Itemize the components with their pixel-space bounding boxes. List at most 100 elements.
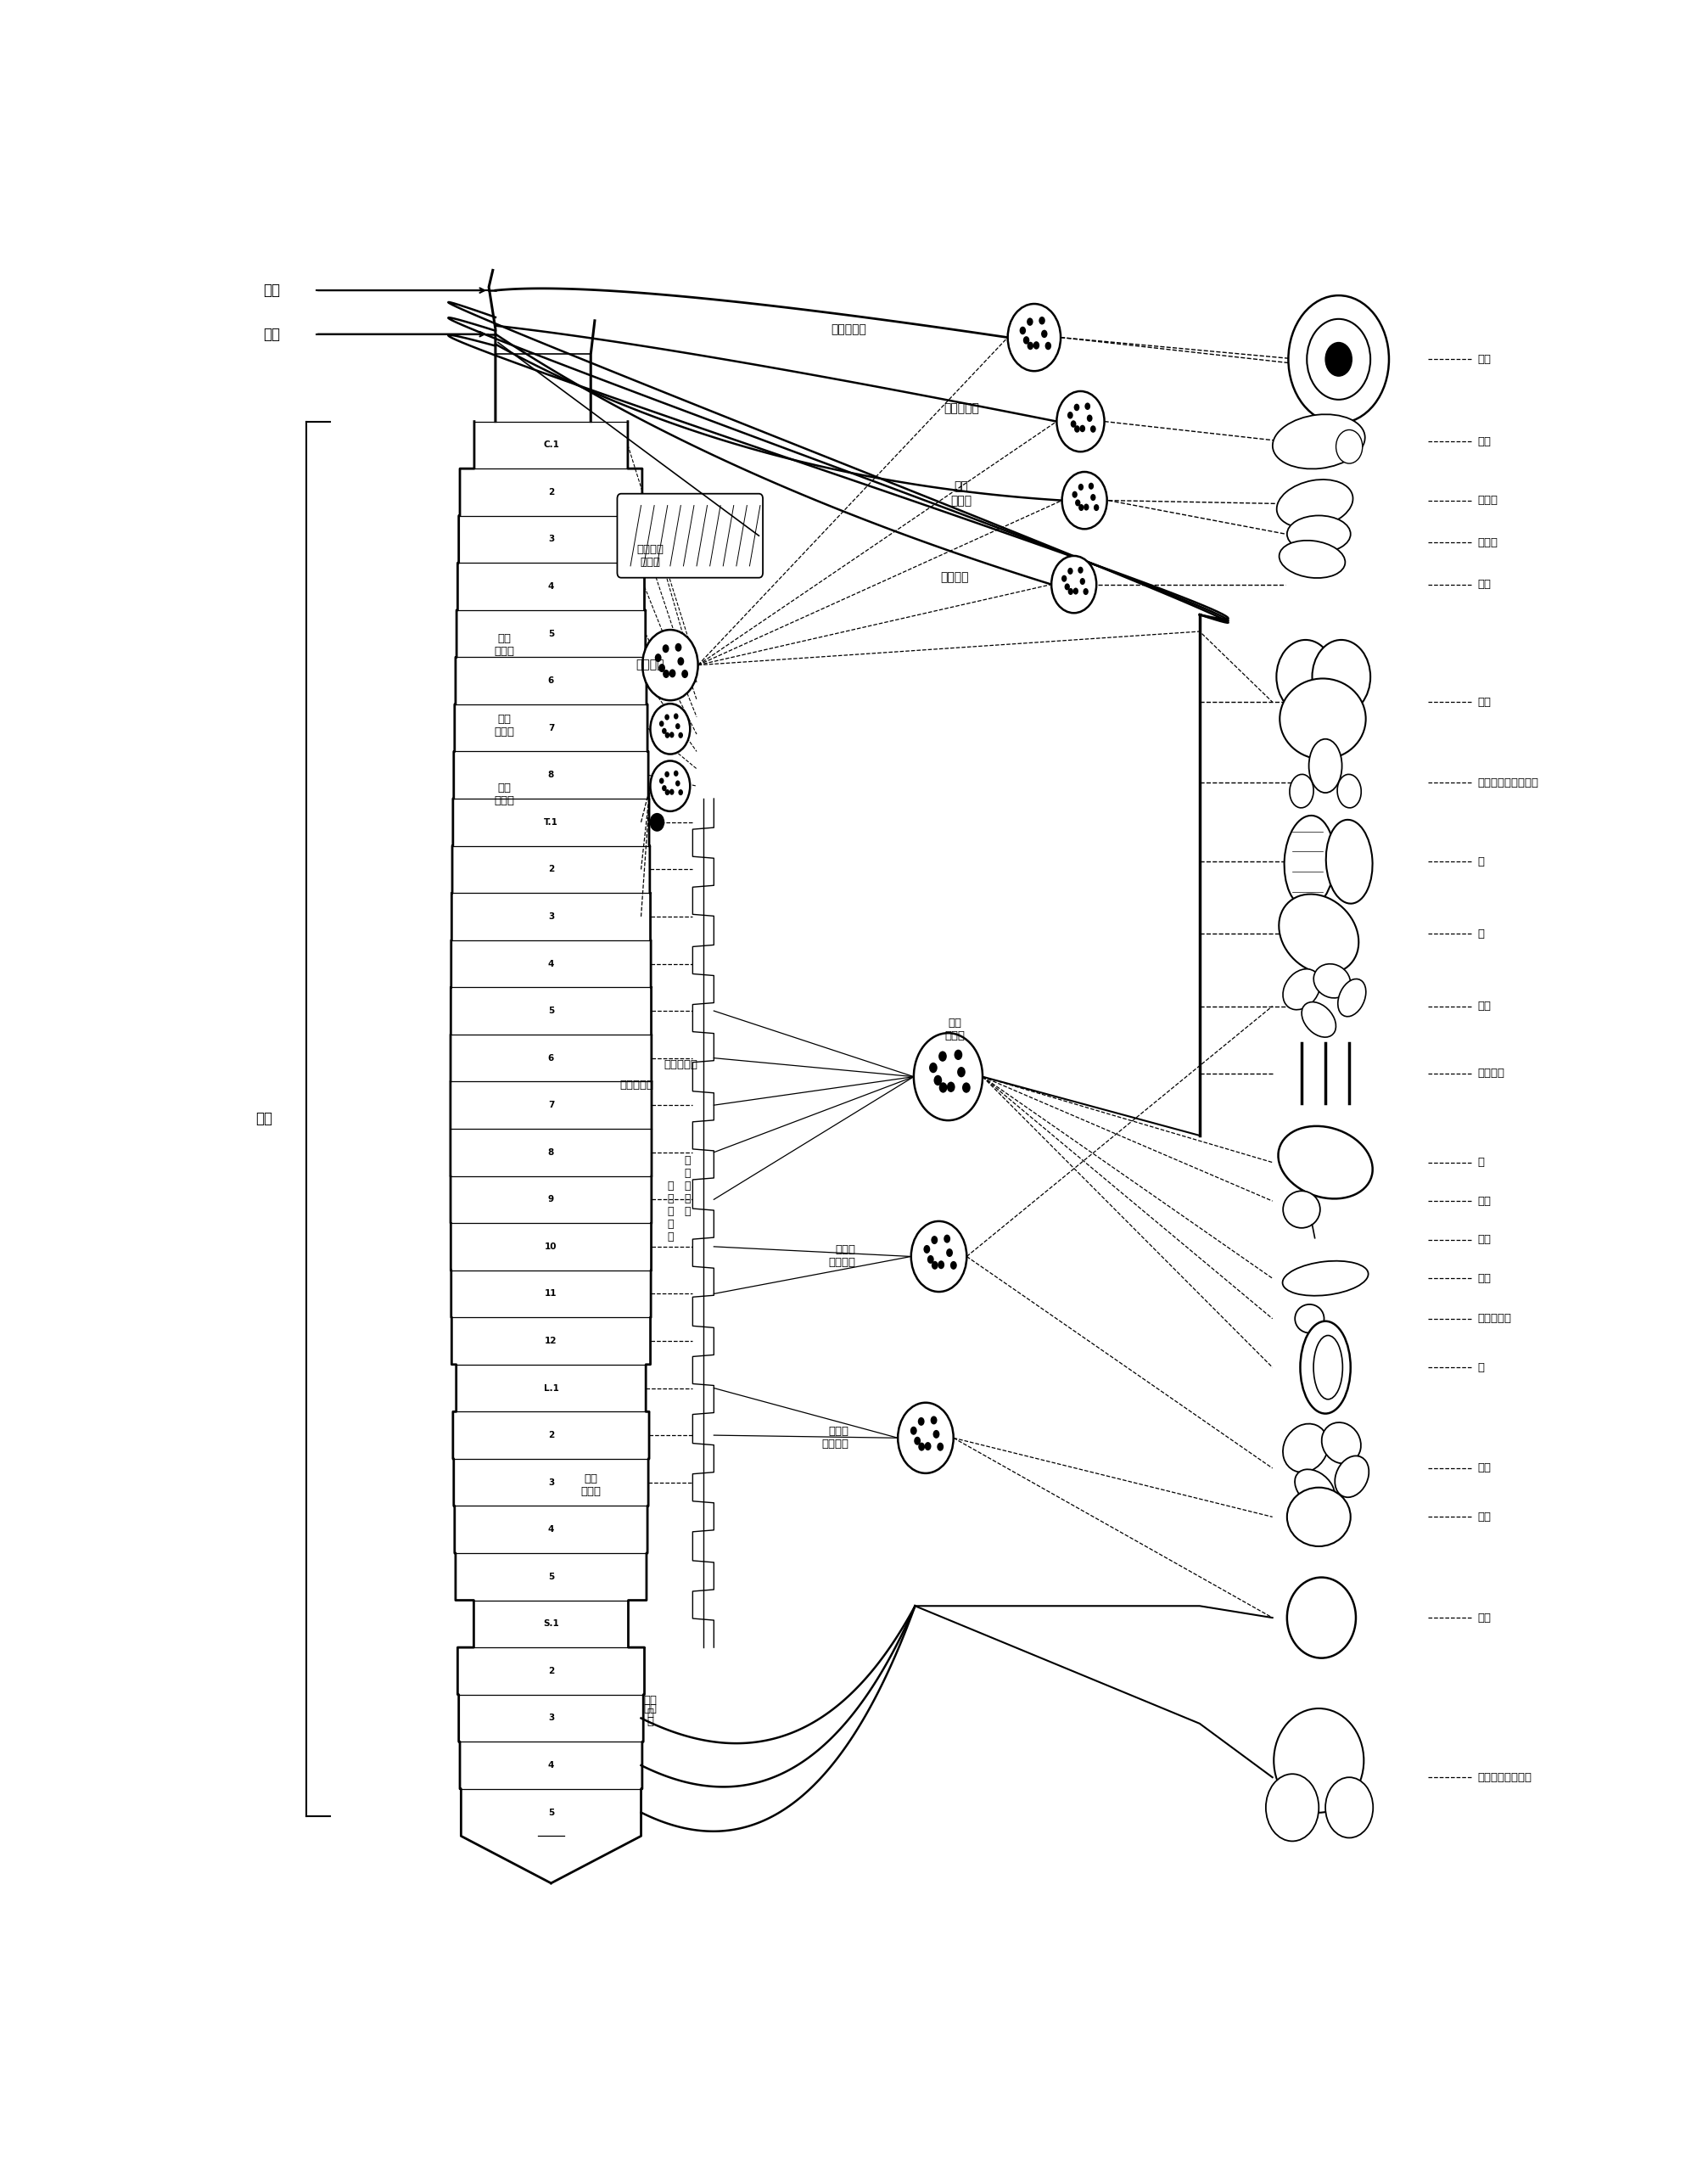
Circle shape (1325, 343, 1353, 375)
Circle shape (664, 733, 670, 738)
Ellipse shape (1283, 1191, 1320, 1228)
Ellipse shape (1279, 541, 1346, 578)
Circle shape (1083, 504, 1090, 511)
Ellipse shape (1279, 895, 1358, 973)
Circle shape (673, 770, 678, 777)
Ellipse shape (1301, 1002, 1336, 1036)
Text: 颈动脉和
动脉丛: 颈动脉和 动脉丛 (637, 543, 664, 567)
Text: 7: 7 (548, 724, 553, 733)
Circle shape (1064, 583, 1069, 589)
Text: 肠系膜
下神经节: 肠系膜 下神经节 (822, 1427, 849, 1449)
Circle shape (938, 1052, 946, 1063)
FancyBboxPatch shape (617, 493, 763, 578)
Circle shape (675, 644, 681, 652)
Text: 6: 6 (548, 1054, 553, 1063)
Text: 小肠: 小肠 (1477, 1002, 1491, 1012)
Text: 7: 7 (548, 1102, 553, 1108)
Circle shape (1073, 491, 1078, 497)
Text: 延脑: 延脑 (263, 327, 280, 343)
Ellipse shape (1336, 1455, 1368, 1497)
Circle shape (924, 1442, 931, 1451)
Circle shape (1276, 639, 1334, 714)
Ellipse shape (1300, 1320, 1351, 1414)
Circle shape (927, 1255, 934, 1263)
Text: 腹部血管: 腹部血管 (1477, 1067, 1505, 1078)
Text: S.1: S.1 (543, 1619, 559, 1628)
Circle shape (938, 1442, 943, 1451)
Text: 3: 3 (548, 1713, 553, 1722)
Circle shape (950, 1261, 956, 1270)
Circle shape (1008, 303, 1061, 371)
Circle shape (910, 1222, 967, 1292)
Circle shape (924, 1246, 931, 1252)
Circle shape (651, 762, 690, 812)
Text: 3: 3 (548, 535, 553, 543)
Circle shape (1071, 421, 1076, 428)
Circle shape (1061, 576, 1068, 583)
Circle shape (1074, 404, 1079, 410)
Circle shape (1045, 343, 1052, 349)
Text: 2: 2 (548, 1667, 553, 1676)
Text: 大内脏神经: 大内脏神经 (620, 1080, 654, 1091)
Text: 肾: 肾 (1477, 1362, 1484, 1372)
Circle shape (917, 1418, 924, 1425)
Circle shape (1090, 493, 1097, 502)
Text: 颈下
神经节: 颈下 神经节 (951, 480, 972, 506)
Ellipse shape (1284, 816, 1334, 908)
Text: 4: 4 (548, 1761, 553, 1770)
Circle shape (1085, 404, 1090, 410)
Text: 腹腔
神经节: 腹腔 神经节 (945, 1017, 965, 1041)
Text: 胆管: 胆管 (1477, 1235, 1491, 1246)
Text: 肝: 肝 (1477, 1156, 1484, 1167)
Circle shape (670, 731, 675, 738)
Text: 2: 2 (548, 864, 553, 873)
Text: 喉，气管，和支气管: 喉，气管，和支气管 (1477, 777, 1539, 788)
Circle shape (1033, 340, 1040, 349)
Text: 耳神经节: 耳神经节 (941, 572, 968, 583)
Text: 中脑: 中脑 (263, 284, 280, 299)
Circle shape (1078, 567, 1083, 574)
Circle shape (664, 790, 670, 794)
Circle shape (1068, 412, 1073, 419)
Circle shape (1052, 556, 1097, 613)
Circle shape (956, 1067, 965, 1078)
Circle shape (1090, 425, 1097, 432)
Text: C.1: C.1 (543, 441, 559, 449)
Circle shape (1083, 589, 1088, 596)
Circle shape (1073, 587, 1078, 594)
Text: 胆囊: 胆囊 (1477, 1196, 1491, 1207)
Ellipse shape (1283, 1423, 1329, 1473)
Circle shape (1062, 471, 1107, 528)
Text: 颈上
神经节: 颈上 神经节 (495, 633, 514, 657)
Circle shape (919, 1442, 926, 1451)
Text: 3: 3 (548, 1477, 553, 1486)
Text: 5: 5 (548, 1809, 553, 1818)
Ellipse shape (1279, 679, 1366, 759)
Ellipse shape (1295, 1305, 1324, 1333)
Text: 5: 5 (548, 628, 553, 637)
Text: 2: 2 (548, 1431, 553, 1440)
Ellipse shape (1276, 480, 1353, 528)
Circle shape (1027, 343, 1033, 349)
Circle shape (670, 790, 675, 794)
Circle shape (1288, 295, 1389, 423)
Text: 膀胱: 膀胱 (1477, 1612, 1491, 1623)
Circle shape (931, 1261, 938, 1270)
Text: T.1: T.1 (543, 818, 559, 827)
Text: 颈中
神经节: 颈中 神经节 (495, 714, 514, 738)
Ellipse shape (1313, 1335, 1342, 1399)
Circle shape (659, 777, 664, 783)
Ellipse shape (1288, 515, 1351, 552)
Ellipse shape (1283, 1261, 1368, 1296)
Circle shape (678, 790, 683, 796)
Circle shape (1078, 504, 1085, 511)
Circle shape (946, 1248, 953, 1257)
Circle shape (678, 733, 683, 738)
Circle shape (675, 781, 680, 786)
Ellipse shape (1272, 415, 1365, 469)
Text: 2: 2 (548, 489, 553, 497)
Circle shape (931, 1416, 938, 1425)
Circle shape (1312, 639, 1370, 714)
Circle shape (654, 655, 661, 661)
Circle shape (1027, 319, 1033, 325)
